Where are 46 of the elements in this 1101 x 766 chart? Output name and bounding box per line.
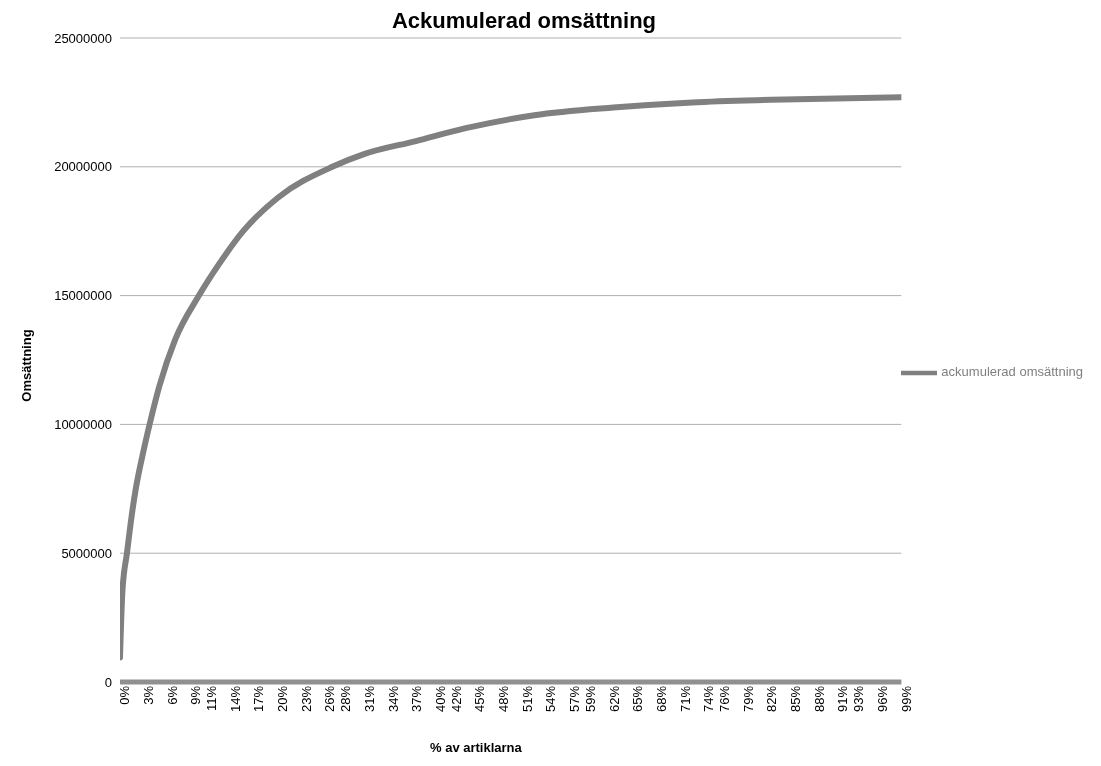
y-tick-label: 25000000 [54, 30, 112, 46]
x-tick-label: 79% [740, 685, 756, 713]
x-tick-label: 54% [543, 685, 559, 713]
x-tick-label: 11% [204, 685, 220, 712]
y-tick-label: 10000000 [54, 417, 112, 433]
x-tick-label: 91% [835, 685, 851, 713]
x-tick-label: 20% [275, 685, 291, 713]
y-tick-label: 15000000 [54, 288, 112, 304]
x-tick-label: 28% [338, 685, 354, 713]
x-tick-label: 74% [701, 685, 717, 713]
x-tick-label: 57% [567, 685, 583, 713]
x-tick-label: 37% [409, 685, 425, 713]
x-tick-label: 76% [717, 685, 733, 713]
x-tick-label: 68% [653, 685, 669, 713]
y-tick-label: 0 [104, 674, 112, 690]
x-axis-title: % av artiklarna [430, 740, 522, 755]
x-tick-label: 9% [188, 685, 204, 705]
x-tick-label: 3% [140, 685, 156, 705]
legend-label: ackumulerad omsättning [941, 364, 1083, 380]
x-tick-label: 31% [361, 685, 377, 713]
chart-title: Ackumulerad omsättning [390, 8, 657, 34]
x-tick-label: 99% [898, 685, 914, 713]
x-tick-label: 93% [851, 685, 867, 713]
x-tick-label: 71% [677, 685, 693, 713]
x-tick-label: 14% [227, 685, 243, 713]
x-tick-label: 85% [788, 685, 804, 713]
y-tick-label: 20000000 [54, 159, 112, 175]
x-tick-label: 17% [251, 685, 267, 713]
x-tick-label: 6% [164, 685, 180, 705]
x-tick-label: 45% [472, 685, 488, 713]
y-tick-label: 5000000 [61, 545, 112, 561]
x-tick-label: 96% [874, 685, 890, 713]
x-tick-label: 23% [298, 685, 314, 713]
x-tick-label: 48% [496, 685, 512, 713]
x-tick-label: 62% [606, 685, 622, 713]
x-tick-label: 59% [582, 685, 598, 713]
x-tick-label: 0% [117, 685, 133, 705]
x-tick-label: 42% [448, 685, 464, 713]
y-axis-title: Omsättning [18, 328, 34, 404]
x-tick-label: 34% [385, 685, 401, 713]
x-tick-label: 51% [519, 685, 535, 713]
x-tick-label: 82% [764, 685, 780, 713]
x-tick-label: 40% [432, 685, 448, 713]
x-tick-label: 65% [630, 685, 646, 713]
x-tick-label: 88% [811, 685, 827, 713]
x-tick-label: 26% [322, 685, 338, 713]
